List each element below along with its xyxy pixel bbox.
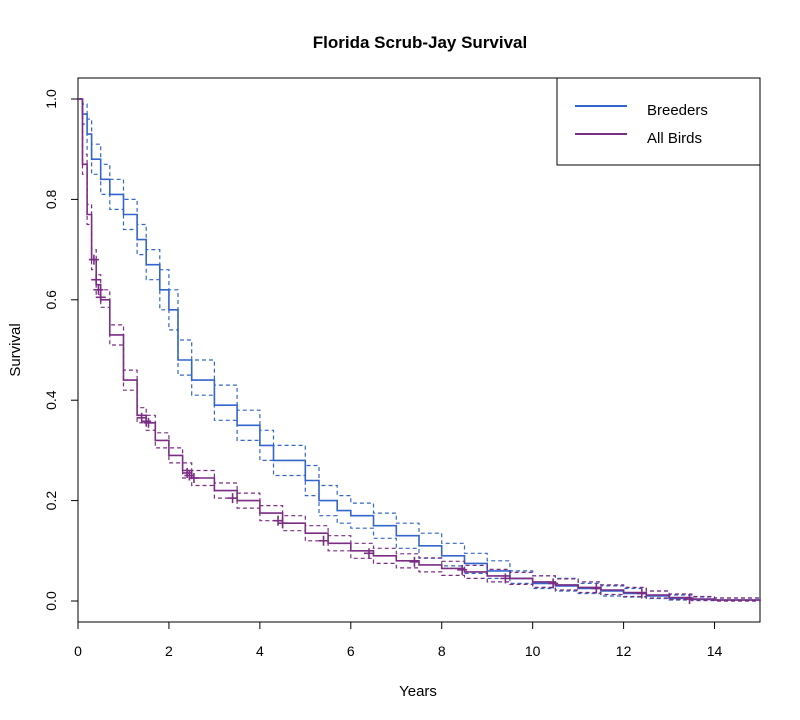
- x-tick-label-2: 2: [165, 643, 173, 659]
- censor-mark: [273, 515, 284, 526]
- censor-mark: [93, 284, 104, 295]
- ci-upper-all-birds: [78, 98, 761, 599]
- censor-mark: [591, 583, 602, 594]
- x-tick-label-12: 12: [616, 643, 632, 659]
- x-tick-label-4: 4: [256, 643, 264, 659]
- x-tick-label-10: 10: [525, 643, 541, 659]
- y-tick-label-5: 1.0: [43, 89, 59, 109]
- x-tick-label-14: 14: [707, 643, 723, 659]
- y-tick-label-3: 0.6: [43, 290, 59, 310]
- censor-mark: [500, 573, 511, 584]
- censor-mark: [277, 518, 288, 529]
- censor-mark: [188, 473, 199, 484]
- censor-mark: [182, 467, 193, 478]
- chart-title: Florida Scrub-Jay Survival: [313, 33, 527, 52]
- censor-mark: [318, 535, 329, 546]
- x-tick-label-0: 0: [74, 643, 82, 659]
- plot-frame: [77, 77, 761, 623]
- y-tick-label-1: 0.2: [43, 491, 59, 511]
- censor-mark: [143, 417, 154, 428]
- x-axis-label: Years: [399, 683, 437, 700]
- legend-box: [556, 77, 761, 166]
- censor-mark: [91, 274, 102, 285]
- censor-mark: [548, 578, 559, 589]
- censor-mark: [88, 254, 99, 265]
- censor-mark: [95, 292, 106, 303]
- legend: Breeders All Birds: [556, 77, 761, 166]
- ci-lower-all-birds: [78, 98, 760, 602]
- y-tick-label-2: 0.4: [43, 390, 59, 410]
- x-axis: 0 2 4 6 8 10 12 14: [74, 622, 723, 659]
- censor-mark: [409, 556, 420, 567]
- censor-mark: [684, 593, 695, 604]
- legend-label-all-birds: All Birds: [647, 130, 702, 147]
- censor-mark: [227, 493, 238, 504]
- censor-mark: [141, 416, 152, 427]
- y-axis-label: Survival: [7, 323, 24, 376]
- y-axis: 0.0 0.2 0.4 0.6 0.8 1.0: [43, 89, 78, 611]
- ci-lower-breeders: [78, 98, 760, 602]
- censor-mark: [363, 548, 374, 559]
- legend-label-breeders: Breeders: [647, 102, 708, 119]
- series-line-all-birds: [78, 98, 761, 601]
- ci-upper-breeders: [78, 98, 761, 599]
- censor-mark: [457, 564, 468, 575]
- y-tick-label-4: 0.8: [43, 189, 59, 209]
- censor-layer: [88, 254, 695, 604]
- series-line-breeders: [78, 98, 761, 601]
- x-tick-label-6: 6: [347, 643, 355, 659]
- censor-mark: [184, 470, 195, 481]
- series-layer: [78, 98, 761, 602]
- x-tick-label-8: 8: [438, 643, 446, 659]
- censor-mark: [636, 588, 647, 599]
- y-tick-label-0: 0.0: [43, 591, 59, 611]
